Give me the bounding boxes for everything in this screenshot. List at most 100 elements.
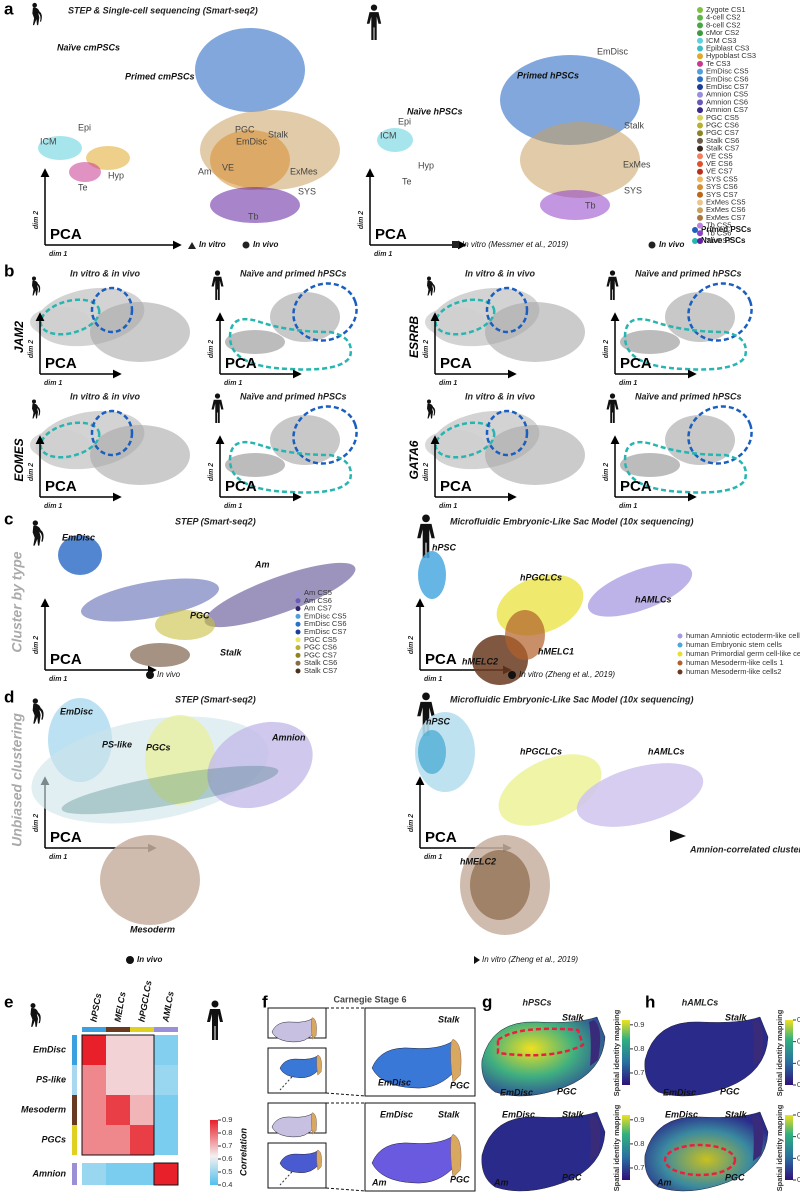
silhouette-icon	[366, 4, 382, 40]
label: dim 1	[424, 854, 442, 861]
cell-cloud	[30, 307, 90, 337]
label: STEP & Single-cell sequencing (Smart-seq…	[68, 5, 258, 15]
label: SYS	[298, 186, 316, 196]
cell-cloud	[665, 415, 735, 465]
label: human Embryonic stem cells	[686, 640, 782, 649]
label: PCA	[620, 478, 652, 495]
label: VE CS5	[706, 151, 733, 160]
embryo-model	[371, 1135, 458, 1184]
cell-cloud	[225, 453, 285, 477]
label: PGCs	[41, 1134, 66, 1144]
cell-cloud	[58, 535, 102, 575]
label: PCA	[45, 478, 77, 495]
label: ICM CS3	[706, 36, 736, 45]
silhouette-icon	[427, 399, 436, 419]
label: SYS CS6	[706, 182, 738, 191]
label: 0.75	[797, 1037, 800, 1046]
cell-cloud	[665, 292, 735, 342]
label: 0.9	[634, 1020, 644, 1029]
label: Tb CS7	[706, 236, 731, 245]
label: SYS CS5	[706, 174, 738, 183]
cell-cloud	[30, 430, 90, 460]
silhouette-icon	[32, 698, 44, 724]
stalk-surface	[752, 1020, 764, 1066]
legend-dot	[295, 652, 301, 658]
cell-cloud	[418, 551, 446, 599]
label: In vitro & in vivo	[70, 391, 141, 401]
legend-dot	[697, 145, 703, 152]
label: f	[262, 992, 268, 1011]
heatmap-cell	[130, 1095, 154, 1125]
label: PCA	[425, 829, 457, 846]
stalk-surface	[589, 1020, 601, 1066]
primed-outline	[90, 409, 134, 457]
label: dim 2	[423, 463, 430, 481]
cell-cloud	[69, 162, 101, 182]
label: Naïve and primed hPSCs	[635, 268, 742, 278]
naive-outline	[39, 421, 101, 459]
label: dim 1	[224, 380, 242, 387]
label: Spatial identity mapping	[775, 1009, 784, 1096]
legend-dot	[697, 137, 703, 144]
label: 0.7	[222, 1141, 232, 1150]
key-dot	[508, 671, 516, 679]
label: Primed hPSCs	[517, 70, 579, 80]
label: EmDisc	[33, 1044, 66, 1054]
legend-dot	[295, 598, 301, 604]
label: hPGCLCs	[520, 572, 562, 582]
label: PGC	[235, 124, 255, 134]
legend-dot	[697, 7, 703, 13]
key-dot	[648, 241, 656, 249]
label: dim 1	[374, 251, 392, 258]
label: PGC	[450, 1174, 470, 1184]
label: ExMes	[623, 159, 651, 169]
label: Stalk	[438, 1109, 461, 1119]
label: ExMes CS7	[706, 213, 746, 222]
label: dim 1	[439, 503, 457, 510]
label: In vivo	[659, 240, 684, 249]
label: PCA	[620, 355, 652, 372]
label: In vitro (Zheng et al., 2019)	[482, 955, 578, 964]
legend-dot	[697, 37, 703, 44]
label: AMLCs	[160, 990, 175, 1023]
legend-dot	[692, 238, 698, 244]
label: Stalk	[624, 120, 645, 130]
cell-cloud	[80, 578, 220, 622]
embryo-surface	[481, 1016, 606, 1097]
label: dim 2	[33, 211, 40, 229]
label: EmDisc	[62, 532, 95, 542]
label: Amnion-correlated cluster	[689, 844, 800, 854]
label: PGCs	[146, 742, 171, 752]
label: Amnion CS6	[706, 97, 748, 106]
label: Microfluidic Embryonic-Like Sac Model (1…	[450, 694, 694, 704]
embryo-surface	[481, 1111, 606, 1192]
colorbar	[210, 1120, 218, 1185]
label: In vitro & in vivo	[465, 391, 536, 401]
heatmap-cell	[106, 1065, 130, 1095]
label: In vivo	[157, 670, 181, 679]
label: PGC	[557, 1086, 577, 1096]
label: Naïve hPSCs	[407, 106, 463, 116]
label: Microfluidic Embryonic-Like Sac Model (1…	[450, 516, 694, 526]
cell-cloud	[485, 425, 585, 485]
label: dim 1	[49, 676, 67, 683]
label: Cluster by type	[9, 551, 25, 652]
label: PGC CS5	[304, 635, 337, 644]
silhouette-icon	[606, 393, 619, 423]
label: 0.8	[634, 1044, 644, 1053]
zoom-line	[325, 1187, 366, 1192]
stalk-model	[311, 1112, 317, 1135]
heatmap-cell	[130, 1035, 154, 1065]
primed-outline	[485, 409, 529, 457]
legend-dot	[295, 637, 301, 643]
embryo-model	[279, 1055, 321, 1079]
label: Stalk CS7	[706, 144, 739, 153]
label: In vitro & in vivo	[465, 268, 536, 278]
label: In vitro (Zheng et al., 2019)	[519, 670, 615, 679]
legend-dot	[677, 660, 683, 666]
label: PGC CS6	[706, 120, 739, 129]
label: In vitro & in vivo	[70, 268, 141, 278]
label: Correlation	[238, 1127, 248, 1176]
cell-cloud	[418, 730, 446, 774]
inset-box	[267, 1047, 327, 1094]
